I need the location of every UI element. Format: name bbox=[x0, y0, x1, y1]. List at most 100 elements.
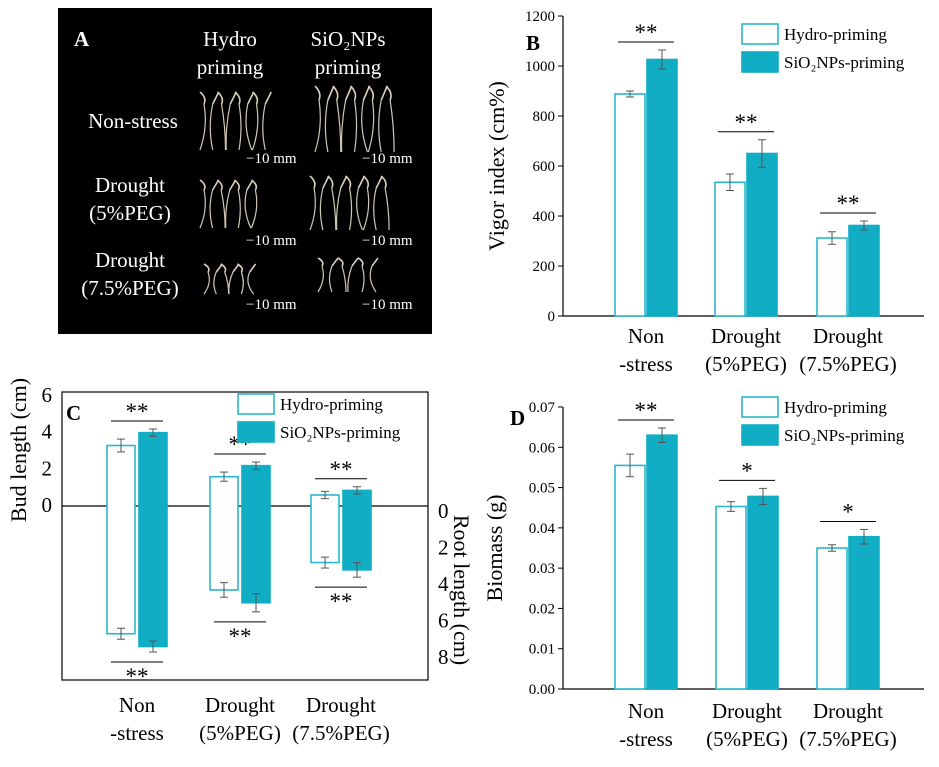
y-tick-label: 600 bbox=[533, 159, 556, 175]
seedling-root bbox=[389, 99, 395, 153]
category-label: Non bbox=[628, 324, 665, 348]
legend-swatch-sio2 bbox=[741, 424, 779, 446]
seedling-root bbox=[225, 103, 231, 151]
seedling-shoot bbox=[337, 257, 344, 267]
seedling-shoot bbox=[314, 85, 321, 101]
seedling-root bbox=[369, 265, 377, 293]
bar-sio2-priming bbox=[241, 464, 271, 604]
legend-swatch-sio2 bbox=[237, 421, 275, 443]
bud-tick-label: 6 bbox=[42, 383, 53, 407]
significance-mark: ** bbox=[330, 457, 353, 482]
panel-c-length-chart: C 0 2 4 6 0 2 4 6 8 Bud length (cm) Root length (cm… bbox=[6, 378, 474, 745]
seedling-root bbox=[209, 103, 214, 151]
y-tick-label: 0.01 bbox=[529, 642, 555, 658]
seedling-root bbox=[347, 265, 353, 293]
seedling-root bbox=[314, 99, 321, 153]
y-tick-label: 0.04 bbox=[529, 521, 556, 537]
seedling-root bbox=[209, 189, 214, 229]
seedling-root bbox=[309, 187, 316, 231]
seedling-root bbox=[328, 265, 333, 293]
seedling-root bbox=[378, 99, 382, 153]
bar-hydro-priming bbox=[614, 464, 646, 690]
seedling-shoot bbox=[345, 175, 352, 189]
seedling-photos bbox=[199, 85, 395, 295]
row-label-drought75-2: (7.5%PEG) bbox=[81, 276, 178, 300]
seedling-root bbox=[362, 187, 370, 231]
seedling-root bbox=[340, 99, 347, 153]
panel-d-letter: D bbox=[510, 406, 525, 430]
seedling-root bbox=[251, 103, 259, 151]
legend-swatch-hydro bbox=[237, 393, 275, 415]
significance-mark: * bbox=[842, 499, 854, 524]
seedling-shoot bbox=[236, 263, 244, 273]
seedling-shoot bbox=[371, 257, 379, 267]
significance-mark: ** bbox=[837, 191, 860, 216]
panel-d-biomass-chart: D 0.00 0.01 0.02 0.03 0.04 0.05 0.06 0.07 Biomass… bbox=[482, 396, 924, 751]
category-label: Drought bbox=[306, 693, 376, 717]
bar-sio2-priming bbox=[848, 535, 880, 690]
significance-mark: ** bbox=[635, 398, 658, 423]
legend-label-sio2: SiO₂NPs-priming bbox=[784, 426, 905, 445]
root-tick-label: 4 bbox=[438, 572, 449, 596]
bud-tick-label: 2 bbox=[42, 456, 53, 480]
seedling-shoot bbox=[317, 257, 324, 267]
scale-bar-3: −10 mm bbox=[246, 233, 297, 249]
seedling-root bbox=[335, 187, 342, 231]
seedling-root bbox=[341, 265, 347, 293]
seedling-shoot bbox=[362, 175, 370, 189]
seedling-root bbox=[244, 189, 252, 229]
category-label: -stress bbox=[619, 352, 673, 376]
col-header-sio2-1: SiO₂NPs bbox=[310, 27, 385, 51]
seedling-root bbox=[199, 189, 206, 229]
category-label: Drought bbox=[712, 699, 782, 723]
seedling-root bbox=[237, 189, 241, 229]
category-label: Drought bbox=[813, 699, 883, 723]
row-label-nonstress: Non-stress bbox=[88, 109, 178, 133]
seedling-root bbox=[331, 187, 337, 231]
y2-axis-title: Root length (cm) bbox=[449, 515, 474, 665]
seedling-root bbox=[319, 187, 324, 231]
category-label: (5%PEG) bbox=[706, 727, 788, 751]
col-header-hydro-1: Hydro bbox=[203, 27, 257, 51]
seedling-root bbox=[228, 271, 234, 295]
category-label: (5%PEG) bbox=[705, 352, 787, 376]
bar-hydro-priming bbox=[714, 181, 746, 317]
legend-swatch-sio2 bbox=[741, 51, 779, 73]
bar-sio2-priming bbox=[342, 489, 372, 571]
seedling-root bbox=[224, 189, 231, 229]
row-label-drought75-1: Drought bbox=[95, 248, 165, 272]
seedling-shoot bbox=[349, 85, 357, 101]
seedling-root bbox=[199, 103, 206, 151]
y-tick-label: 0.02 bbox=[529, 601, 555, 617]
y-axis-title: Biomass (g) bbox=[482, 495, 507, 602]
seedling-shoot bbox=[351, 257, 359, 267]
seedling-root bbox=[240, 271, 244, 295]
y-axis-title: Vigor index (cm%) bbox=[484, 81, 509, 251]
y-tick-label: 0.06 bbox=[529, 440, 556, 456]
seedling-root bbox=[317, 265, 324, 293]
root-tick-label: 6 bbox=[438, 609, 449, 633]
legend-label-sio2: SiO₂NPs-priming bbox=[784, 53, 905, 72]
bar-sio2-priming bbox=[746, 152, 778, 317]
category-label: Non bbox=[628, 699, 665, 723]
legend-swatch-hydro bbox=[741, 23, 779, 45]
seedling-shoot bbox=[220, 263, 227, 273]
seedling-shoot bbox=[233, 179, 240, 191]
significance-mark: ** bbox=[126, 664, 149, 689]
seedling-shoot bbox=[264, 91, 272, 105]
root-tick-label: 2 bbox=[438, 536, 449, 560]
seedling-root bbox=[384, 187, 390, 231]
seedling-root bbox=[250, 189, 258, 229]
seedling-shoot bbox=[199, 179, 206, 191]
seedling-root bbox=[367, 99, 375, 153]
significance-mark: * bbox=[741, 458, 753, 483]
bar-hydro-priming bbox=[816, 547, 848, 690]
bar-hydro-priming bbox=[614, 93, 646, 317]
bud-tick-label: 0 bbox=[42, 493, 53, 517]
row-label-drought5-1: Drought bbox=[95, 173, 165, 197]
panel-b-vigor-chart: B 0 200 400 600 800 1000 1200 Vigor index (cm%) *… bbox=[484, 9, 924, 376]
scale-bar-6: −10 mm bbox=[362, 297, 413, 313]
scale-bar-4: −10 mm bbox=[362, 233, 413, 249]
y-tick-label: 0 bbox=[548, 309, 556, 325]
bar-sio2-priming bbox=[646, 58, 678, 317]
